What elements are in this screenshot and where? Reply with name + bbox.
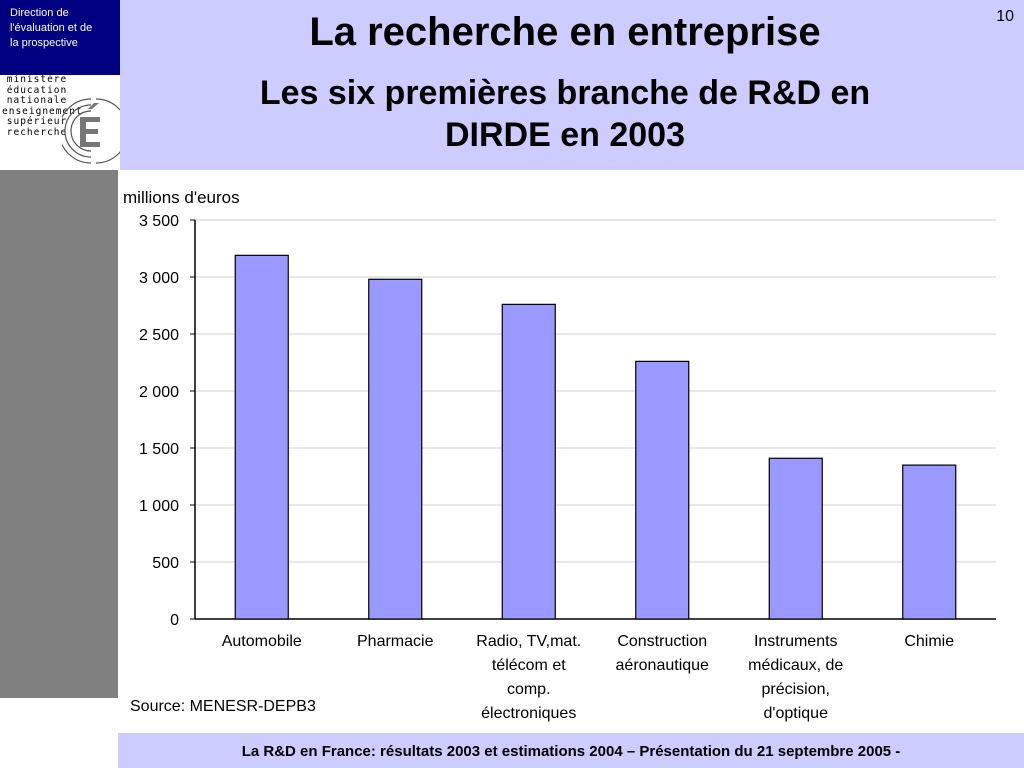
subtitle-line: Les six premières branche de R&D en: [259, 74, 871, 112]
slide-subtitle: Les six premières branche de R&D en DIRD…: [170, 72, 960, 156]
ministry-line: supérieur: [6, 116, 68, 128]
slide-title: La recherche en entreprise: [309, 10, 821, 54]
bar: [501, 303, 556, 620]
bar: [902, 464, 957, 620]
ministry-line: nationale: [6, 95, 68, 107]
republic-emblem-icon: [62, 98, 120, 164]
slide-footer: La R&D en France: résultats 2003 et esti…: [118, 733, 1024, 768]
x-tick-label: Radio, TV,mat. télécom et comp. électroniqu…: [476, 633, 581, 722]
ministry-line: ministère: [6, 74, 68, 85]
department-line: l'évaluation et de: [10, 22, 93, 34]
department-line: Direction de: [10, 7, 69, 19]
page-number: 10: [996, 8, 1014, 25]
subtitle-line: DIRDE en 2003: [445, 116, 685, 154]
x-tick-label: Chimie: [904, 633, 954, 650]
bar: [368, 278, 423, 620]
bar-chart: millions d'euros 0 500 1 000 1 500 2 000 2 500…: [123, 188, 996, 722]
y-tick-label: 500: [152, 555, 179, 572]
y-tick-label: 0: [170, 612, 179, 629]
left-sidebar-bar: [0, 170, 118, 698]
y-tick-label: 1 500: [139, 441, 179, 458]
ministry-logo-text: ministère éducation nationale enseigneme…: [2, 74, 83, 139]
x-tick-label: Instruments médicaux, de précision, d'optiq…: [748, 633, 843, 722]
footer-text: La R&D en France: résultats 2003 et esti…: [241, 743, 901, 760]
department-box: Direction de l'évaluation et de la prosp…: [0, 0, 120, 75]
x-tick-label: Pharmacie: [357, 633, 434, 650]
x-tick-label: Automobile: [222, 633, 302, 650]
bar: [635, 360, 690, 620]
bar: [234, 254, 289, 620]
slide-header: Direction de l'évaluation et de la prosp…: [0, 0, 1024, 170]
ministry-line: recherche: [6, 126, 68, 138]
ministry-logo: ministère éducation nationale enseigneme…: [0, 74, 120, 170]
y-tick-label: 3 500: [139, 213, 179, 230]
y-tick-label: 2 000: [139, 384, 179, 401]
bar: [768, 457, 823, 620]
y-axis-label: millions d'euros: [123, 188, 240, 207]
department-line: la prospective: [10, 37, 78, 49]
source-note: Source: MENESR-DEPB3: [130, 698, 316, 715]
y-tick-label: 1 000: [139, 498, 179, 515]
ministry-line: enseignement: [2, 105, 83, 117]
y-tick-label: 2 500: [139, 327, 179, 344]
x-tick-label: Construction aéronautique: [616, 633, 710, 674]
ministry-line: éducation: [6, 84, 68, 96]
y-tick-label: 3 000: [139, 270, 179, 287]
